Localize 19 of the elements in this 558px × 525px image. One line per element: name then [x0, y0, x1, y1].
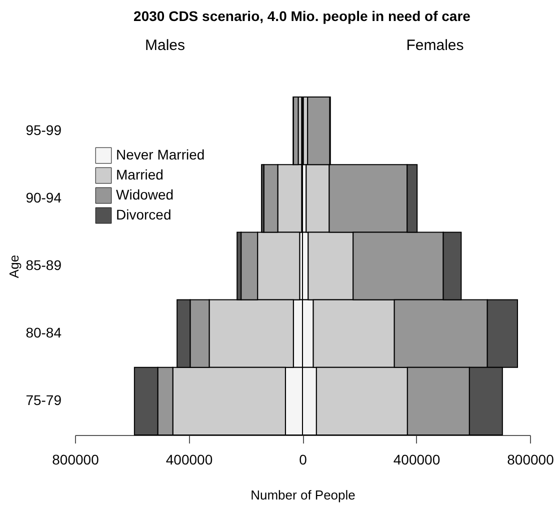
y-tick-label: 85-89 [26, 257, 62, 273]
x-tick-label: 800000 [52, 452, 100, 468]
y-tick-label: 80-84 [26, 324, 62, 341]
y-tick-label: 75-79 [26, 392, 62, 408]
y-tick-label: 95-99 [26, 122, 62, 138]
legend-label: Never Married [116, 146, 205, 162]
x-axis-title: Number of People [250, 488, 356, 502]
text: Females [406, 37, 464, 54]
legend-label: Divorced [116, 206, 172, 222]
legend-label: Married [116, 166, 164, 182]
legend-label: Widowed [116, 186, 174, 202]
x-tick-label: 400000 [166, 452, 213, 468]
x-tick-label: 0 [299, 452, 308, 468]
x-tick-label: 800000 [507, 452, 554, 468]
chart-title: 2030 CDS scenario, 4.0 Mio. people in need of care [134, 8, 471, 24]
text: Males [144, 37, 186, 54]
y-axis-title: Age [6, 254, 22, 278]
x-tick-label: 400000 [393, 452, 440, 468]
y-tick-label: 90-94 [26, 189, 62, 206]
